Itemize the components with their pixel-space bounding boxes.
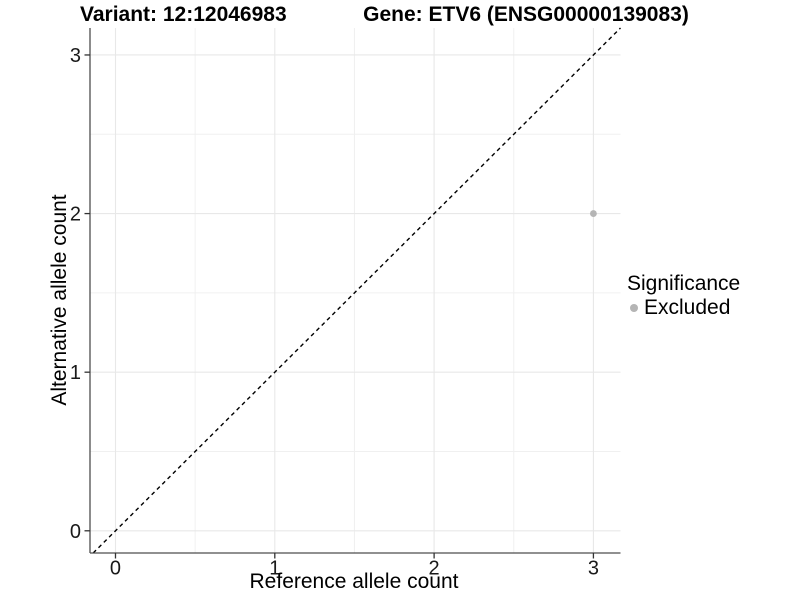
y-tick-label: 1 <box>70 362 81 384</box>
legend-item-excluded: Excluded <box>627 296 740 319</box>
x-tick-label: 1 <box>269 558 280 580</box>
y-tick-label: 3 <box>70 45 81 67</box>
data-point <box>590 210 597 217</box>
legend: Significance Excluded <box>627 272 740 319</box>
x-tick-label: 3 <box>588 558 599 580</box>
plot-title-gene: Gene: ETV6 (ENSG00000139083) <box>363 3 689 26</box>
legend-item-label: Excluded <box>644 296 731 319</box>
legend-point-icon <box>630 303 638 312</box>
plot-title-variant: Variant: 12:12046983 <box>80 3 287 26</box>
legend-title: Significance <box>627 272 741 295</box>
identity-dashed-line <box>92 27 621 554</box>
x-tick-label: 0 <box>110 558 121 580</box>
y-axis-label: Alternative allele count <box>48 194 71 406</box>
y-tick-label: 2 <box>70 204 81 226</box>
x-tick-label: 2 <box>429 558 440 580</box>
y-tick-label: 0 <box>70 521 81 543</box>
x-axis-label: Reference allele count <box>249 570 459 593</box>
